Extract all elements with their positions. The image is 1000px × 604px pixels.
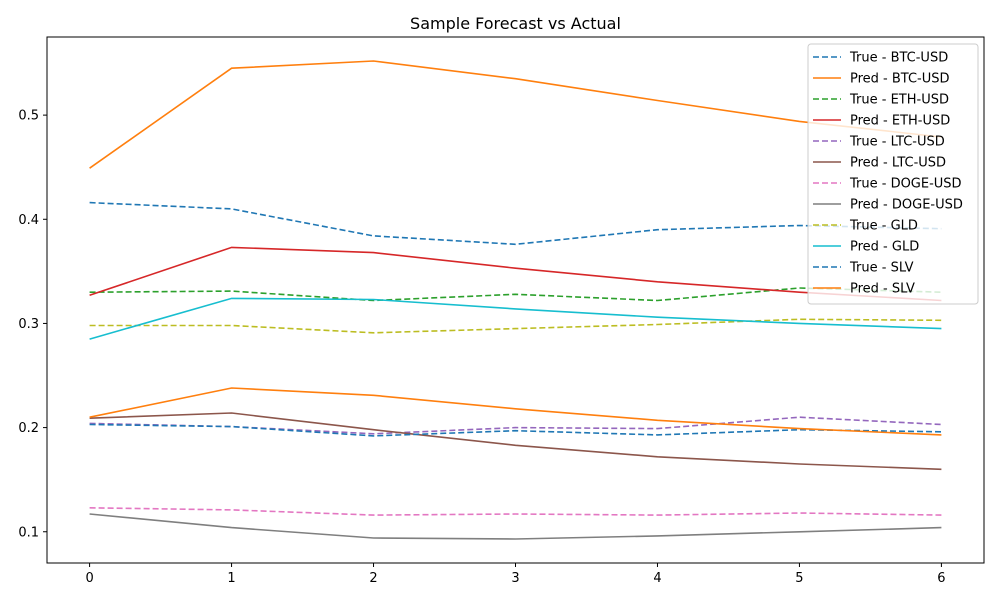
x-tick-label: 0 xyxy=(85,571,93,586)
y-tick-label: 0.4 xyxy=(18,213,39,228)
x-tick-label: 6 xyxy=(937,571,945,586)
legend-label: Pred - GLD xyxy=(850,240,919,255)
legend-label: True - BTC-USD xyxy=(849,51,948,66)
chart-title: Sample Forecast vs Actual xyxy=(410,14,621,33)
y-tick-label: 0.3 xyxy=(18,317,39,332)
legend-label: Pred - DOGE-USD xyxy=(850,198,963,213)
y-axis: 0.1 0.2 0.3 0.4 0.5 xyxy=(18,109,47,540)
x-tick-label: 1 xyxy=(227,571,235,586)
x-tick-label: 5 xyxy=(795,571,803,586)
series-line-true-gld xyxy=(89,318,942,334)
y-tick-label: 0.1 xyxy=(18,525,39,540)
legend-label: Pred - SLV xyxy=(850,282,915,297)
series-line-pred-eth-usd xyxy=(89,246,942,302)
legend-label: True - SLV xyxy=(849,261,914,276)
legend: True - BTC-USD Pred - BTC-USD True - ETH-U… xyxy=(807,43,979,305)
series-lines xyxy=(89,60,942,540)
legend-label: True - DOGE-USD xyxy=(849,177,962,192)
legend-label: Pred - LTC-USD xyxy=(850,156,946,171)
legend-label: Pred - BTC-USD xyxy=(850,72,950,87)
legend-label: True - GLD xyxy=(849,219,918,234)
series-line-true-doge-usd xyxy=(89,507,942,516)
series-line-true-btc-usd xyxy=(89,201,942,246)
x-tick-label: 4 xyxy=(653,571,661,586)
legend-label: True - ETH-USD xyxy=(849,93,949,108)
x-tick-label: 3 xyxy=(511,571,519,586)
series-line-pred-doge-usd xyxy=(89,513,942,540)
series-line-true-slv xyxy=(89,423,942,437)
y-tick-label: 0.5 xyxy=(18,109,39,124)
legend-label: Pred - ETH-USD xyxy=(850,114,950,129)
series-line-true-ltc-usd xyxy=(89,416,942,435)
series-line-true-eth-usd xyxy=(89,287,942,302)
series-line-pred-slv xyxy=(89,387,942,436)
series-line-pred-ltc-usd xyxy=(89,412,942,471)
y-tick-label: 0.2 xyxy=(18,421,39,436)
x-tick-label: 2 xyxy=(369,571,377,586)
legend-label: True - LTC-USD xyxy=(849,135,945,150)
series-line-pred-gld xyxy=(89,297,942,340)
series-line-pred-btc-usd xyxy=(89,60,942,169)
legend-box xyxy=(807,43,979,305)
x-axis: 0 1 2 3 4 5 6 xyxy=(85,563,946,586)
